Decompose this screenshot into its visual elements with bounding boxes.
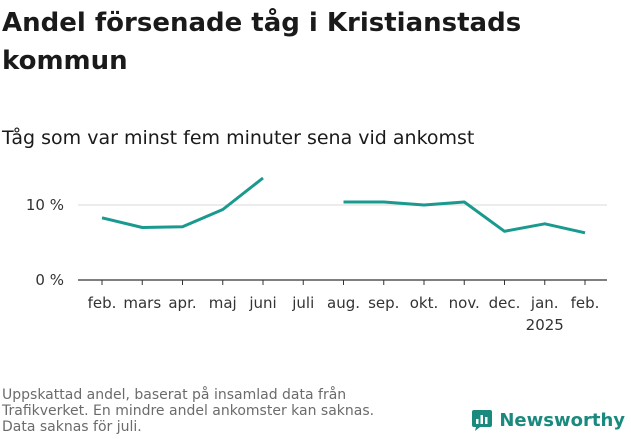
series-line [101, 176, 264, 229]
x-tick-label: juni [248, 294, 276, 312]
bar-chart-icon [472, 410, 493, 431]
year-label: 2025 [526, 316, 564, 334]
x-tick-label: okt. [410, 294, 439, 312]
footnote-line: Uppskattad andel, baserat på insamlad da… [2, 387, 347, 403]
brand-name: Newsworthy [499, 409, 625, 431]
x-tick-label: jan. [530, 294, 559, 312]
x-tick-label: aug. [327, 294, 360, 312]
x-tick-label: dec. [489, 294, 521, 312]
series-line [343, 200, 586, 235]
y-tick-label: 10 % [26, 196, 64, 214]
x-tick-label: sep. [368, 294, 399, 312]
x-tick-label: maj [209, 294, 237, 312]
x-tick-label: nov. [449, 294, 480, 312]
chart-title: Andel försenade tåg i Kristianstads komm… [2, 8, 522, 76]
x-tick-label: mars [123, 294, 161, 312]
brand-logo: Newsworthy [471, 409, 625, 431]
footnote-line: Trafikverket. En mindre andel ankomster … [2, 403, 375, 419]
x-tick-label: apr. [168, 294, 196, 312]
y-tick-label: 0 % [35, 271, 64, 289]
x-tick-label: feb. [88, 294, 117, 312]
x-tick-label: juli [291, 294, 314, 312]
chart-subtitle: Tåg som var minst fem minuter sena vid a… [2, 127, 475, 149]
x-tick-label: feb. [571, 294, 600, 312]
footnote-line: Data saknas för juli. [2, 419, 142, 435]
footnote: Uppskattad andel, baserat på insamlad da… [2, 387, 432, 435]
